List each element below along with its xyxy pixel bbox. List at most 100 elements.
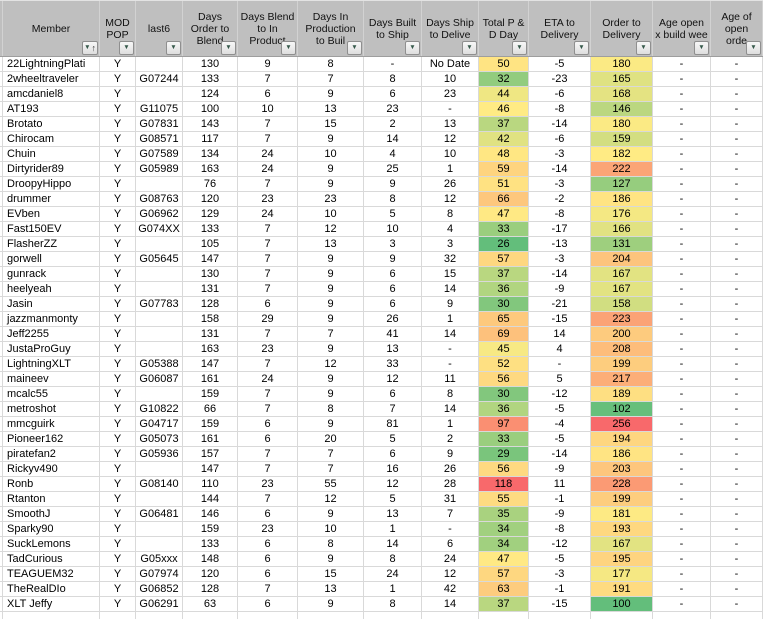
cell-total-pd-days[interactable]: 45 (479, 342, 529, 357)
cell-mod-pop[interactable]: Y (100, 132, 136, 147)
cell-member[interactable]: jazzmanmonty (3, 312, 100, 327)
cell-days-ship-to-deliver[interactable]: 8 (422, 387, 479, 402)
cell-total-pd-days[interactable]: 33 (479, 222, 529, 237)
cell-age-open-x-build-weeks[interactable]: - (653, 192, 711, 207)
cell-age-open-x-build-weeks[interactable]: - (653, 462, 711, 477)
cell-days-order-to-blend[interactable]: 131 (183, 282, 238, 297)
cell-mod-pop[interactable]: Y (100, 372, 136, 387)
cell-days-ship-to-deliver[interactable]: 23 (422, 87, 479, 102)
cell-member[interactable]: piratefan2 (3, 447, 100, 462)
cell-age-open-x-build-weeks[interactable]: - (653, 477, 711, 492)
cell-last6[interactable] (136, 312, 183, 327)
cell-order-to-delivery[interactable]: 176 (591, 207, 653, 222)
cell-days-built-to-ship[interactable]: 10 (364, 222, 422, 237)
cell-days-in-production-to-built[interactable]: 9 (298, 387, 364, 402)
cell-days-built-to-ship[interactable]: 5 (364, 492, 422, 507)
cell-order-to-delivery[interactable] (591, 612, 653, 619)
cell-eta-to-delivery[interactable]: -14 (529, 267, 591, 282)
cell-days-order-to-blend[interactable]: 120 (183, 192, 238, 207)
cell-last6[interactable]: G05388 (136, 357, 183, 372)
cell-days-blend-to-in-production[interactable]: 6 (238, 537, 298, 552)
cell-order-to-delivery[interactable]: 165 (591, 72, 653, 87)
cell-days-in-production-to-built[interactable]: 20 (298, 432, 364, 447)
cell-member[interactable]: mmcguirk (3, 417, 100, 432)
cell-days-ship-to-deliver[interactable] (422, 612, 479, 619)
cell-member[interactable]: TheRealDIo (3, 582, 100, 597)
column-header-total-pd-days[interactable]: Total P & D Day ▼ (479, 1, 529, 56)
cell-days-ship-to-deliver[interactable]: 14 (422, 327, 479, 342)
cell-days-order-to-blend[interactable]: 147 (183, 357, 238, 372)
cell-total-pd-days[interactable]: 30 (479, 387, 529, 402)
cell-eta-to-delivery[interactable]: -1 (529, 492, 591, 507)
cell-days-order-to-blend[interactable]: 128 (183, 582, 238, 597)
cell-order-to-delivery[interactable]: 166 (591, 222, 653, 237)
cell-total-pd-days[interactable]: 44 (479, 87, 529, 102)
cell-days-order-to-blend[interactable]: 130 (183, 267, 238, 282)
cell-days-ship-to-deliver[interactable]: 11 (422, 372, 479, 387)
cell-mod-pop[interactable]: Y (100, 597, 136, 612)
cell-days-blend-to-in-production[interactable]: 7 (238, 447, 298, 462)
cell-days-ship-to-deliver[interactable]: 26 (422, 177, 479, 192)
cell-order-to-delivery[interactable]: 204 (591, 252, 653, 267)
cell-member[interactable] (3, 612, 100, 619)
cell-days-order-to-blend[interactable]: 147 (183, 462, 238, 477)
cell-member[interactable]: Fast150EV (3, 222, 100, 237)
cell-total-pd-days[interactable]: 30 (479, 297, 529, 312)
cell-eta-to-delivery[interactable]: -8 (529, 102, 591, 117)
cell-total-pd-days[interactable] (479, 612, 529, 619)
cell-days-blend-to-in-production[interactable]: 24 (238, 372, 298, 387)
cell-mod-pop[interactable]: Y (100, 387, 136, 402)
cell-days-order-to-blend[interactable] (183, 612, 238, 619)
cell-days-blend-to-in-production[interactable]: 7 (238, 282, 298, 297)
cell-total-pd-days[interactable]: 26 (479, 237, 529, 252)
cell-days-order-to-blend[interactable]: 120 (183, 567, 238, 582)
cell-mod-pop[interactable] (100, 612, 136, 619)
cell-days-order-to-blend[interactable]: 163 (183, 342, 238, 357)
cell-age-open-x-build-weeks[interactable]: - (653, 312, 711, 327)
cell-member[interactable]: heelyeah (3, 282, 100, 297)
cell-days-built-to-ship[interactable]: 14 (364, 132, 422, 147)
cell-eta-to-delivery[interactable]: - (529, 357, 591, 372)
cell-days-ship-to-deliver[interactable]: 15 (422, 267, 479, 282)
cell-age-open-x-build-weeks[interactable]: - (653, 252, 711, 267)
cell-days-in-production-to-built[interactable]: 23 (298, 192, 364, 207)
cell-days-ship-to-deliver[interactable]: 1 (422, 312, 479, 327)
column-header-mod-pop[interactable]: MOD POP ▼ (100, 1, 136, 56)
cell-days-built-to-ship[interactable]: 13 (364, 342, 422, 357)
cell-days-ship-to-deliver[interactable]: 28 (422, 477, 479, 492)
cell-days-blend-to-in-production[interactable]: 7 (238, 72, 298, 87)
cell-days-built-to-ship[interactable]: 3 (364, 237, 422, 252)
cell-eta-to-delivery[interactable]: -5 (529, 402, 591, 417)
cell-eta-to-delivery[interactable]: -3 (529, 177, 591, 192)
cell-days-in-production-to-built[interactable]: 10 (298, 147, 364, 162)
cell-eta-to-delivery[interactable]: -17 (529, 222, 591, 237)
cell-total-pd-days[interactable]: 34 (479, 522, 529, 537)
cell-last6[interactable]: G05645 (136, 252, 183, 267)
cell-age-of-open-order[interactable]: - (711, 552, 763, 567)
cell-days-in-production-to-built[interactable]: 9 (298, 417, 364, 432)
cell-last6[interactable] (136, 57, 183, 72)
cell-days-in-production-to-built[interactable]: 9 (298, 177, 364, 192)
cell-days-built-to-ship[interactable]: 16 (364, 462, 422, 477)
cell-days-ship-to-deliver[interactable]: 42 (422, 582, 479, 597)
cell-order-to-delivery[interactable]: 131 (591, 237, 653, 252)
cell-eta-to-delivery[interactable]: -12 (529, 387, 591, 402)
cell-days-built-to-ship[interactable]: 5 (364, 207, 422, 222)
cell-age-of-open-order[interactable]: - (711, 357, 763, 372)
cell-days-blend-to-in-production[interactable]: 24 (238, 207, 298, 222)
cell-member[interactable]: Chirocam (3, 132, 100, 147)
cell-eta-to-delivery[interactable]: -15 (529, 597, 591, 612)
cell-eta-to-delivery[interactable]: 11 (529, 477, 591, 492)
cell-last6[interactable]: G07589 (136, 147, 183, 162)
cell-eta-to-delivery[interactable]: -8 (529, 522, 591, 537)
cell-days-built-to-ship[interactable]: 25 (364, 162, 422, 177)
cell-age-open-x-build-weeks[interactable]: - (653, 102, 711, 117)
cell-last6[interactable] (136, 327, 183, 342)
filter-button-days-in-production-to-built[interactable]: ▼ (347, 41, 362, 55)
cell-days-ship-to-deliver[interactable]: 1 (422, 417, 479, 432)
cell-age-of-open-order[interactable]: - (711, 507, 763, 522)
column-header-days-blend-to-in-production[interactable]: Days Blend to In Product ▼ (238, 1, 298, 56)
cell-last6[interactable]: G08571 (136, 132, 183, 147)
cell-mod-pop[interactable]: Y (100, 87, 136, 102)
cell-mod-pop[interactable]: Y (100, 507, 136, 522)
